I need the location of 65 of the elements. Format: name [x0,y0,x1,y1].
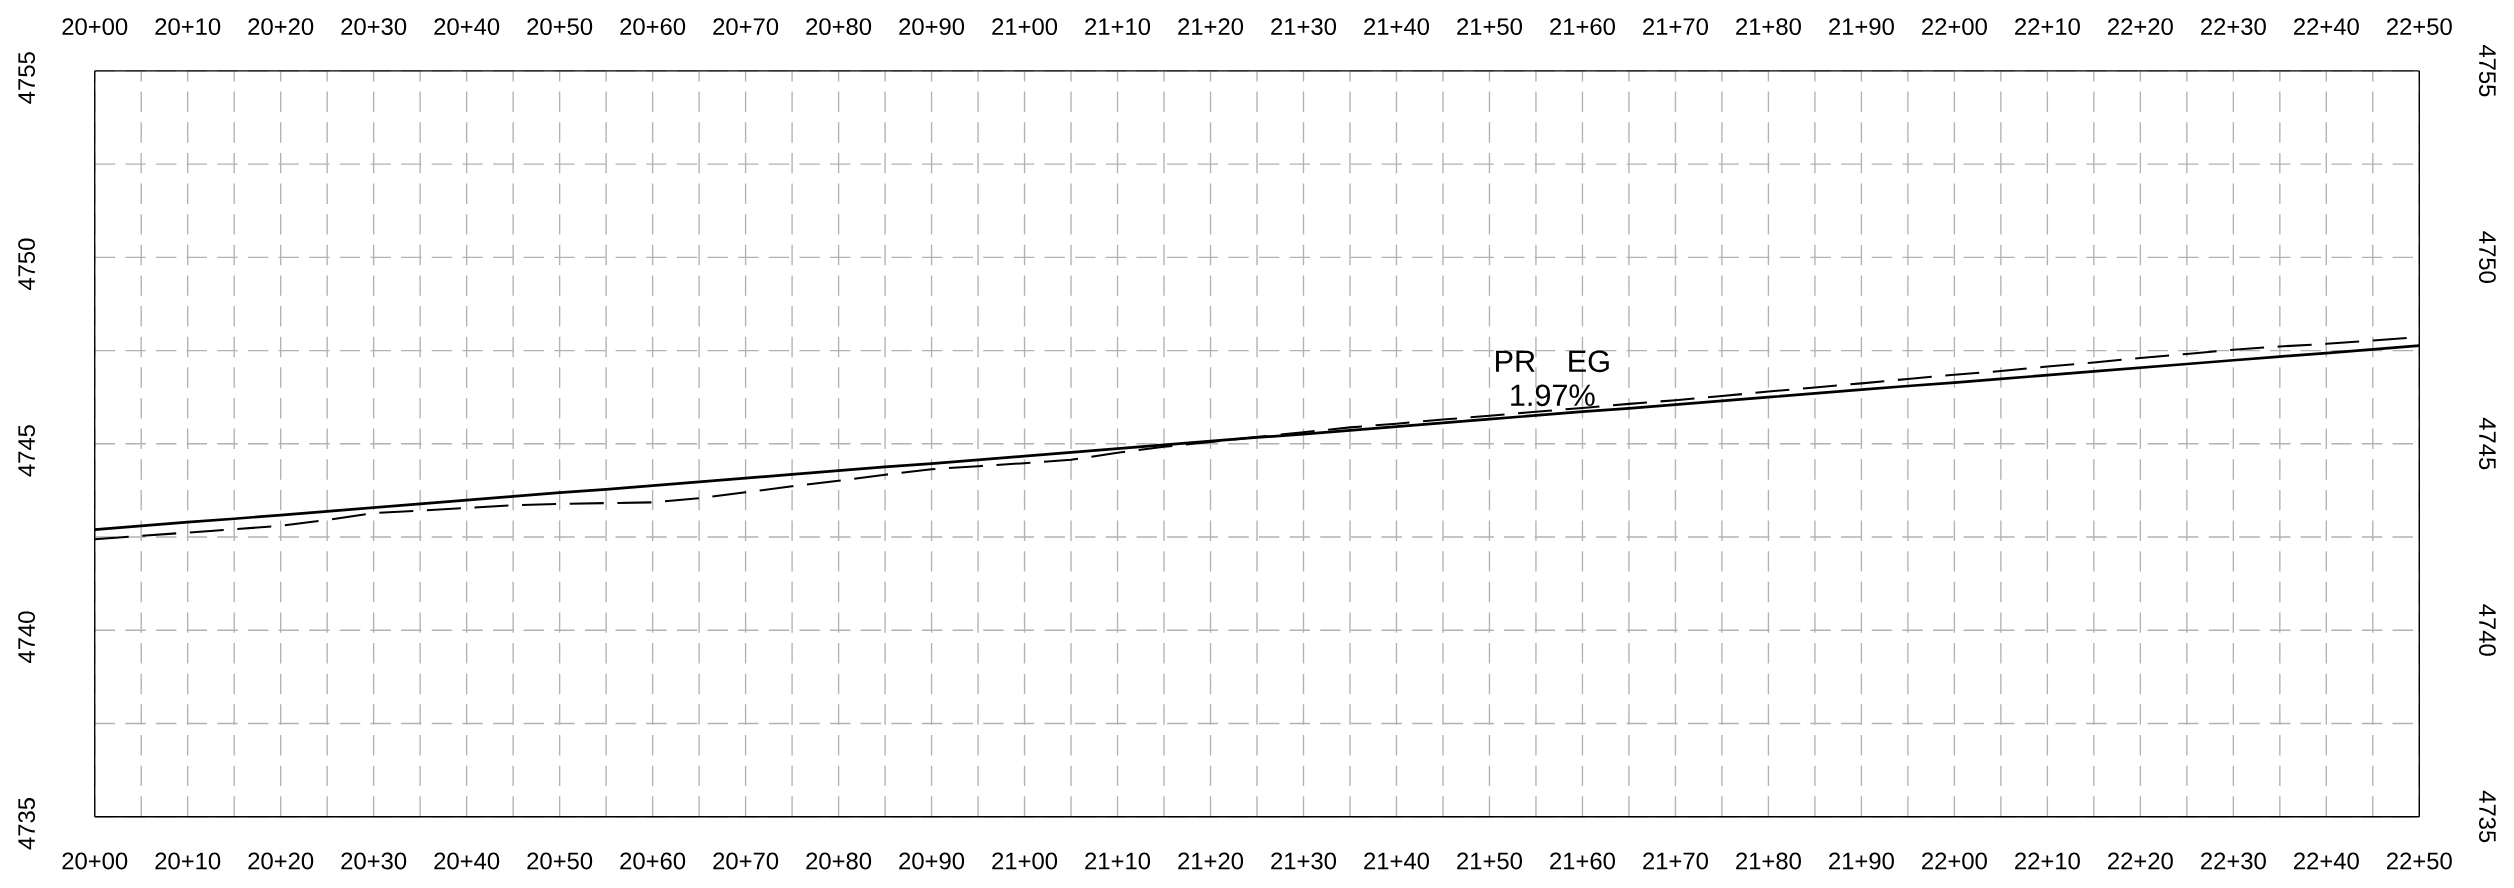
y2-tick-label: 4735 [2479,790,2496,843]
category-label: 20+70 [713,852,779,870]
y-tick-label: 4755 [18,52,36,104]
x-tick-label: 22+10 [2015,18,2080,36]
x-tick-label: 21+20 [1178,18,1244,36]
x-tick-label: 22+00 [1922,18,1987,36]
category-label: 20+20 [248,852,314,870]
series-label: EG [1569,350,1609,373]
x-tick-label: 20+00 [62,18,128,36]
x-tick-label: 20+10 [155,18,221,36]
x-tick-label: 21+00 [992,18,1058,36]
category-label: 21+90 [1829,852,1894,870]
category-label: 20+00 [62,852,128,870]
x-tick-label: 20+20 [248,18,314,36]
y2-tick-label: 4750 [2479,231,2496,284]
x-tick-label: 22+40 [2294,18,2359,36]
x-tick-label: 21+10 [1085,18,1151,36]
category-label: 22+20 [2108,852,2173,870]
y2-tick-label: 4755 [2479,45,2496,97]
category-label: 21+30 [1271,852,1337,870]
y2-tick-label: 4740 [2479,604,2496,657]
category-label: 22+30 [2201,852,2266,870]
category-label: 21+80 [1736,852,1801,870]
category-label: 20+90 [899,852,965,870]
category-label: 22+40 [2294,852,2359,870]
x-tick-label: 20+60 [620,18,686,36]
category-label: 22+50 [2387,852,2452,870]
category-label: 20+80 [806,852,872,870]
category-label: 21+00 [992,852,1058,870]
x-tick-label: 20+50 [527,18,593,36]
x-tick-label: 22+30 [2201,18,2266,36]
y-tick-label: 4750 [18,238,36,291]
x-tick-label: 21+70 [1643,18,1708,36]
category-label: 20+60 [620,852,686,870]
category-label: 20+30 [341,852,407,870]
y-tick-label: 4735 [18,798,36,850]
y-tick-label: 4745 [18,425,36,477]
category-label: 21+70 [1643,852,1708,870]
category-label: 21+10 [1085,852,1151,870]
category-label: 20+50 [527,852,593,870]
x-tick-label: 22+50 [2387,18,2452,36]
category-label: 22+00 [1922,852,1987,870]
y2-tick-label: 4745 [2479,418,2496,470]
x-tick-label: 20+30 [341,18,407,36]
x-tick-label: 20+80 [806,18,872,36]
category-label: 21+40 [1364,852,1430,870]
category-label: 21+60 [1550,852,1615,870]
series-label: PR [1496,350,1535,373]
x-tick-label: 21+60 [1550,18,1615,36]
category-label: 21+20 [1178,852,1244,870]
category-label: 21+50 [1457,852,1522,870]
category-label: 22+10 [2015,852,2080,870]
x-tick-label: 21+40 [1364,18,1430,36]
x-tick-label: 20+90 [899,18,965,36]
x-tick-label: 21+90 [1829,18,1894,36]
x-tick-label: 21+50 [1457,18,1522,36]
x-tick-label: 20+70 [713,18,779,36]
x-tick-label: 21+30 [1271,18,1337,36]
annotation: 1.97% [1511,384,1595,407]
x-tick-label: 22+20 [2108,18,2173,36]
category-label: 20+40 [434,852,500,870]
x-tick-label: 20+40 [434,18,500,36]
y-tick-label: 4740 [18,611,36,664]
x-tick-label: 21+80 [1736,18,1801,36]
category-label: 20+10 [155,852,221,870]
